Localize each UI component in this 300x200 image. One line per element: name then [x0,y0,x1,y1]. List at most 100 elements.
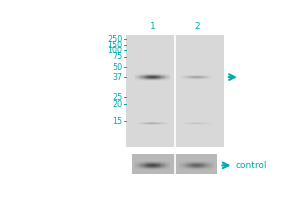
Bar [167,167,168,168]
Bar [202,162,204,163]
Bar [160,165,161,166]
Bar [188,167,190,168]
Bar [167,163,168,164]
Bar [192,167,193,168]
Bar [207,165,209,166]
Bar [197,167,199,168]
Bar [193,167,195,168]
Bar [211,162,212,163]
Text: 100: 100 [107,46,122,55]
Bar [153,165,154,166]
Bar [165,161,167,162]
Bar [188,168,190,169]
Bar [195,164,197,165]
Bar [212,166,214,167]
Bar [161,166,163,167]
Text: 50: 50 [112,63,122,72]
Text: 1: 1 [150,22,155,31]
Bar [209,163,211,164]
Bar [140,167,142,168]
Bar [200,165,202,166]
Bar [183,165,185,166]
Bar [158,166,160,167]
Bar [146,164,147,165]
Bar [161,168,163,169]
Bar [202,165,204,166]
Text: 37: 37 [112,73,122,82]
Bar [185,166,186,167]
Bar [144,167,146,168]
Bar [158,168,160,169]
Bar [126,35,224,147]
Bar [140,163,142,164]
Bar [179,167,181,168]
Text: 150: 150 [107,41,122,50]
Bar [193,163,195,164]
Bar [202,163,204,164]
Bar [147,162,149,163]
Bar [165,167,167,168]
Bar [185,168,186,169]
Bar [140,168,142,169]
Bar [209,164,211,165]
Bar [140,165,142,166]
Bar [179,166,181,167]
Bar [147,163,149,164]
Bar [135,167,137,168]
Bar [204,167,206,168]
Bar [188,166,190,167]
Bar [156,165,158,166]
Bar [135,166,137,167]
Bar [154,166,156,167]
Bar [149,164,151,165]
Bar [132,154,217,174]
Bar [206,162,207,163]
Bar [140,161,142,162]
Bar [200,167,202,168]
Bar [207,168,209,169]
Bar [197,166,199,167]
Bar [186,168,188,169]
Bar [200,164,202,165]
Bar [202,168,204,169]
Bar [181,162,183,163]
Bar [199,162,200,163]
Bar [153,161,154,162]
Bar [190,162,192,163]
Bar [188,164,190,165]
Bar [190,165,192,166]
Bar [195,161,197,162]
Bar [135,163,137,164]
Bar [202,166,204,167]
Bar [137,166,139,167]
Bar [165,166,167,167]
Bar [193,165,195,166]
Bar [151,162,153,163]
Bar [185,161,186,162]
Bar [207,169,209,170]
Bar [137,165,139,166]
Bar [192,166,193,167]
Bar [163,167,165,168]
Bar [156,166,158,167]
Bar [147,161,149,162]
Bar [147,164,149,165]
Bar [195,169,197,170]
Bar [142,167,144,168]
Bar [199,164,200,165]
Bar [147,169,149,170]
Bar [154,165,156,166]
Text: 25: 25 [112,93,122,102]
Bar [144,161,146,162]
Bar [163,166,165,167]
Bar [139,161,140,162]
Bar [160,169,161,170]
Bar [185,165,186,166]
Bar [137,161,139,162]
Bar [192,168,193,169]
Bar [135,161,137,162]
Text: 250: 250 [107,35,122,44]
Bar [165,164,167,165]
Bar [156,161,158,162]
Bar [140,169,142,170]
